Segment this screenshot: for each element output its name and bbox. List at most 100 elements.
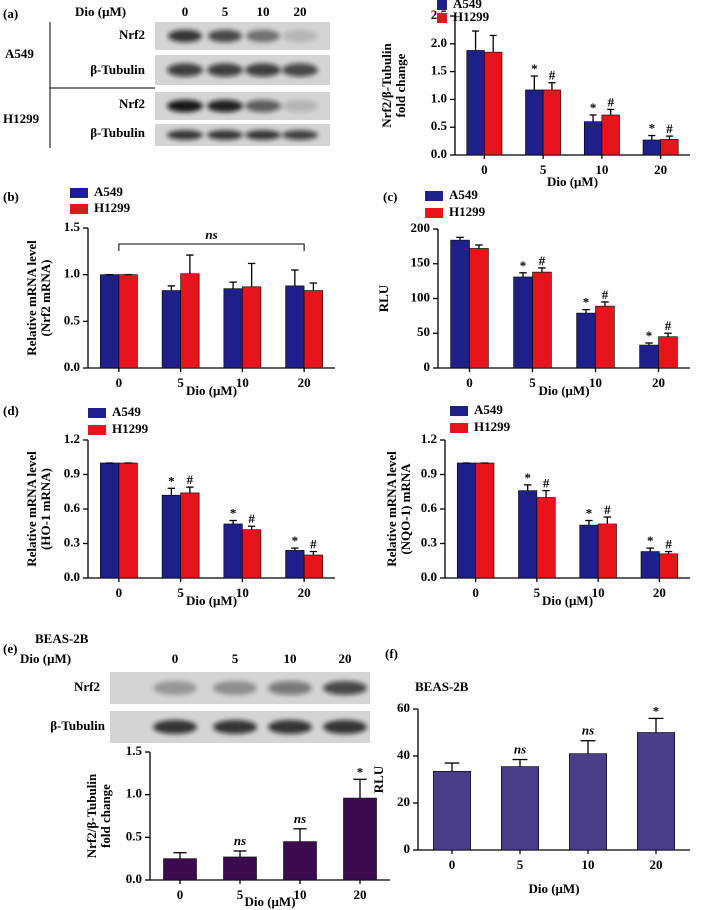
- bar: [118, 274, 138, 369]
- y-tick-label: 0.5: [126, 828, 143, 843]
- lane-label: 0: [172, 651, 179, 666]
- y-axis-label: Relative mRNA level: [24, 240, 39, 356]
- y-tick-label: 1.5: [431, 63, 448, 78]
- x-axis-label: Dio (μM): [528, 881, 579, 896]
- y-axis-label: (Nrf2 mRNA): [38, 260, 53, 337]
- blot-band: [153, 680, 197, 696]
- significance-mark: #: [248, 511, 255, 526]
- x-tick-label: 20: [654, 162, 667, 177]
- significance-mark: ns: [582, 723, 594, 738]
- bar: [642, 139, 661, 156]
- blot-band: [207, 63, 243, 77]
- y-tick-label: 1.0: [64, 266, 80, 281]
- x-axis-label: Dio (μM): [186, 593, 237, 608]
- significance-mark: #: [665, 537, 672, 552]
- x-tick-label: 20: [298, 375, 311, 390]
- significance-mark: #: [602, 287, 609, 302]
- x-tick-label: 10: [592, 585, 605, 600]
- significance-mark: #: [310, 537, 317, 552]
- x-tick-label: 20: [653, 585, 666, 600]
- bar: [659, 553, 679, 579]
- significance-mark: #: [607, 94, 614, 109]
- bar: [303, 290, 323, 369]
- bar: [223, 523, 243, 579]
- bar: [343, 797, 377, 881]
- y-tick-label: 100: [411, 289, 431, 304]
- x-tick-label: 0: [481, 162, 488, 177]
- x-tick-label: 5: [177, 375, 184, 390]
- blot-band: [268, 680, 312, 696]
- panel-label: (c): [383, 189, 397, 204]
- legend-swatch: [437, 0, 447, 10]
- group-label: H1299: [3, 111, 40, 126]
- bar: [525, 89, 544, 156]
- x-axis-label: Dio (μM): [244, 894, 295, 909]
- blot-band: [245, 99, 281, 113]
- bar: [475, 462, 495, 579]
- significance-mark: #: [543, 476, 550, 491]
- panel-label: (f): [385, 646, 398, 661]
- significance-mark: #: [666, 121, 673, 136]
- x-tick-label: 20: [652, 375, 665, 390]
- y-tick-label: 0.0: [421, 569, 437, 584]
- bar: [636, 732, 675, 851]
- significance-mark: #: [187, 472, 194, 487]
- x-tick-label: 10: [236, 375, 249, 390]
- x-tick-label: 10: [236, 585, 249, 600]
- y-tick-label: 0.3: [64, 534, 81, 549]
- significance-mark: *: [590, 100, 597, 115]
- x-tick-label: 0: [472, 585, 479, 600]
- y-tick-label: 20: [397, 794, 410, 809]
- panel-label: (d): [3, 403, 19, 418]
- blot-band: [168, 29, 202, 43]
- blot-band: [268, 719, 312, 735]
- x-tick-label: 10: [294, 887, 307, 902]
- x-axis-label: Dio (μM): [547, 174, 598, 189]
- row-label: β-Tubulin: [90, 125, 146, 140]
- row-label: Nrf2: [74, 679, 100, 694]
- blot-band: [282, 130, 318, 140]
- y-tick-label: 1.2: [421, 431, 437, 446]
- bar: [583, 121, 603, 156]
- blot-band: [245, 130, 281, 140]
- legend-label: H1299: [94, 200, 131, 215]
- bar: [518, 490, 538, 579]
- significance-mark: *: [524, 470, 531, 485]
- bar: [456, 462, 476, 579]
- blot-band: [282, 63, 318, 77]
- bar: [532, 271, 552, 369]
- x-tick-label: 5: [517, 857, 524, 872]
- y-tick-label: 0: [404, 841, 411, 856]
- significance-mark: #: [549, 68, 556, 83]
- blot-band: [213, 719, 257, 735]
- legend-label: A549: [112, 404, 141, 419]
- lane-label: 10: [284, 651, 297, 666]
- legend-label: H1299: [112, 421, 149, 436]
- x-tick-label: 20: [650, 857, 663, 872]
- lane-label: 0: [182, 4, 189, 19]
- legend-label: A549: [94, 184, 123, 199]
- y-tick-label: 1.0: [431, 90, 447, 105]
- significance-mark: *: [292, 533, 299, 548]
- blot-band: [207, 130, 243, 140]
- bar: [432, 770, 471, 851]
- x-tick-label: 5: [237, 887, 244, 902]
- legend-swatch: [450, 423, 468, 433]
- blot-band: [167, 99, 203, 113]
- blot-band: [208, 29, 242, 43]
- y-tick-label: 0.0: [64, 569, 80, 584]
- blot-header: Dio (μM): [20, 651, 71, 666]
- y-tick-label: 50: [417, 324, 430, 339]
- significance-mark: #: [604, 502, 611, 517]
- group-label: A549: [5, 46, 34, 61]
- y-tick-label: 0.0: [64, 359, 80, 374]
- bar: [450, 239, 470, 369]
- blot-band: [167, 63, 203, 77]
- significance-mark: #: [665, 318, 672, 333]
- legend-label: A549: [474, 402, 503, 417]
- blot-band: [207, 99, 243, 113]
- y-axis-label: Nrf2/β-Tubulin: [379, 43, 394, 128]
- y-tick-label: 1.0: [126, 786, 142, 801]
- x-tick-label: 0: [449, 857, 456, 872]
- y-tick-label: 200: [411, 220, 431, 235]
